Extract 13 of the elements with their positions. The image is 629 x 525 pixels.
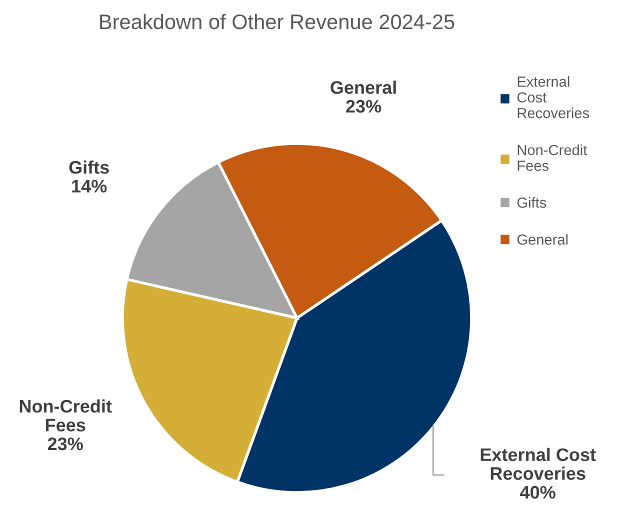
slice-label: External Cost Recoveries xyxy=(480,448,596,480)
data-label: 23% xyxy=(48,437,83,450)
chart-title: Breakdown of Other Revenue 2024-25 xyxy=(100,14,454,30)
slice-label: Non-Credit Fees xyxy=(20,399,112,432)
slice-label: Gifts xyxy=(69,160,109,174)
data-label: 14% xyxy=(72,180,107,193)
legend-label: External Cost Recoveries xyxy=(517,76,590,118)
data-label: 23% xyxy=(346,100,382,113)
data-label: 40% xyxy=(520,486,556,499)
legend-label: Non-Credit Fees xyxy=(518,144,588,171)
legend-label: General xyxy=(517,234,568,245)
slice-label: General xyxy=(330,80,396,94)
legend-label: Gifts xyxy=(517,197,546,208)
